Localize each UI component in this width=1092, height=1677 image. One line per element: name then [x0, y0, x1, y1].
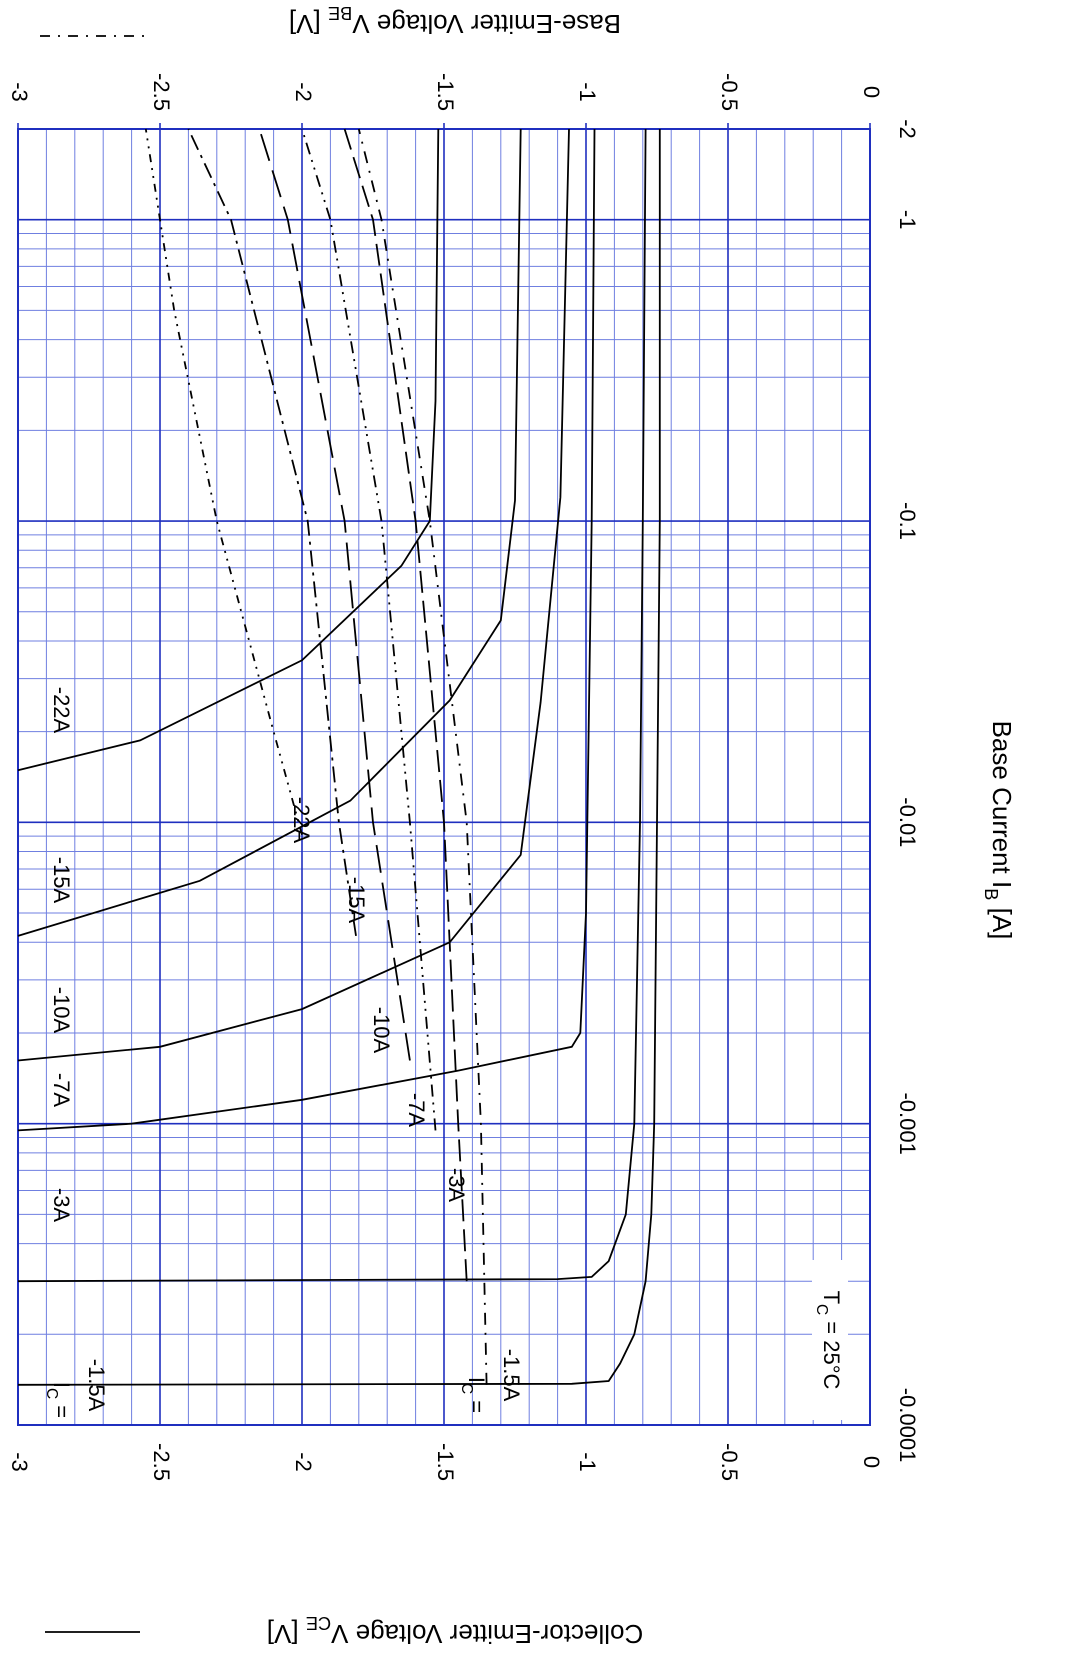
curve-label: -22A	[49, 687, 74, 734]
vbe-line	[258, 128, 411, 1061]
vbe-line	[187, 128, 357, 937]
ic-label-sub: C	[43, 1388, 60, 1399]
x-axis-title: Base Current IB [A]	[981, 721, 1017, 940]
y2-axis-title-tail: [V]	[289, 9, 328, 39]
curve-label: -7A	[49, 1073, 74, 1108]
x-tick-label: -2	[895, 119, 920, 139]
ic-label-main: I	[464, 1377, 489, 1383]
y-axis-title-main: Collector-Emitter Voltage V	[330, 1619, 643, 1649]
y-tick-label: -2	[291, 1452, 316, 1472]
vce-line	[17, 128, 440, 772]
curve-label: -7A	[404, 1093, 429, 1128]
ic-label-tail: =	[464, 1394, 489, 1413]
curve-label: -1.5A	[499, 1349, 524, 1402]
vbe-line	[357, 128, 488, 1385]
y2-tick-label: 0	[859, 86, 884, 98]
y2-tick-label: -1	[575, 82, 600, 102]
annotation-main: T	[819, 1291, 844, 1304]
curve-label: -15A	[49, 857, 74, 904]
vce-line	[17, 128, 522, 937]
y-axis-title: Collector-Emitter Voltage VCE [V]	[267, 1613, 643, 1649]
y-tick-label: -1.5	[433, 1443, 458, 1481]
ic-label-sub: C	[458, 1383, 475, 1394]
y2-axis-title: Base-Emitter Voltage VBE [V]	[289, 3, 621, 39]
curve-label: -3A	[49, 1188, 74, 1223]
vbe-line	[301, 128, 437, 1131]
curve-label: -10A	[49, 987, 74, 1034]
ic-label: IC =	[458, 1377, 489, 1413]
y-tick-label: 0	[859, 1456, 884, 1468]
y-tick-label: -2.5	[149, 1443, 174, 1481]
y2-tick-label: -2.5	[149, 73, 174, 111]
curve-label: -1.5A	[84, 1359, 109, 1412]
vbe-line	[144, 128, 303, 835]
x-axis-title-sub: B	[981, 888, 1001, 900]
annotation-tail: = 25°C	[819, 1315, 844, 1389]
x-tick-label: -0.0001	[895, 1388, 920, 1463]
y-axis-title-tail: [V]	[267, 1619, 306, 1649]
ic-label-main: I	[49, 1382, 74, 1388]
y2-tick-label: -1.5	[433, 73, 458, 111]
y2-tick-label: -2	[291, 82, 316, 102]
x-tick-label: -0.1	[895, 502, 920, 540]
x-axis-title-main: Base Current I	[987, 721, 1017, 889]
x-tick-label: -0.01	[895, 797, 920, 847]
y2-axis-title-sub: BE	[328, 3, 352, 23]
vce-line	[17, 129, 661, 1386]
y2-axis-title-main: Base-Emitter Voltage V	[352, 9, 621, 39]
vce-line	[17, 128, 596, 1132]
annotation-sub: C	[813, 1304, 830, 1315]
curve-label: -3A	[444, 1168, 469, 1203]
y2-tick-label: -0.5	[717, 73, 742, 111]
y-axis-title-sub: CE	[306, 1613, 331, 1633]
x-tick-label: -0.001	[895, 1092, 920, 1154]
annotation: TC = 25°C	[813, 1291, 844, 1390]
x-tick-label: -1	[895, 210, 920, 230]
y2-tick-label: -3	[7, 82, 32, 102]
curve-label: -22A	[289, 797, 314, 844]
ic-label: IC =	[43, 1382, 74, 1418]
x-axis-title-tail: [A]	[987, 900, 1017, 939]
vbe-line	[343, 128, 468, 1282]
annotation-box	[812, 1260, 848, 1420]
curve-label: -15A	[344, 877, 369, 924]
y-tick-label: -3	[7, 1452, 32, 1472]
y-tick-label: -1	[575, 1452, 600, 1472]
vce-line	[17, 128, 647, 1283]
y-tick-label: -0.5	[717, 1443, 742, 1481]
plot-frame	[17, 128, 871, 1426]
ic-label-tail: =	[49, 1399, 74, 1418]
curve-label: -10A	[369, 1007, 394, 1054]
vce-line	[17, 128, 570, 1062]
